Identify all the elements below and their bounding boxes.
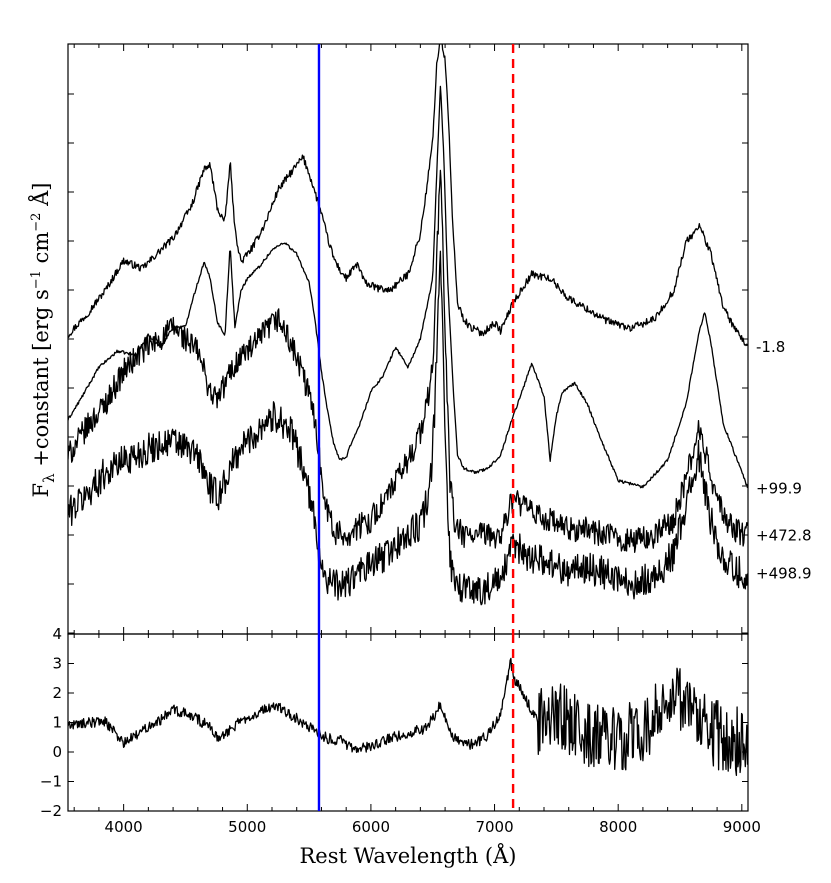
- epoch-label: -1.8: [756, 338, 785, 356]
- y-tick-label: 4: [52, 625, 62, 643]
- residual-spectrum-line: [68, 657, 748, 777]
- y-tick-label: 3: [52, 655, 62, 673]
- x-tick-label: 7000: [475, 818, 513, 836]
- y-tick-label: 2: [52, 684, 62, 702]
- y-axis-title-exp2: −2: [29, 213, 44, 232]
- bottom-panel-spectrum: [68, 657, 748, 777]
- y-tick-label: −2: [40, 802, 62, 820]
- y-axis-title-end: Å]: [28, 183, 53, 213]
- x-tick-label: 9000: [723, 818, 761, 836]
- x-tick-label: 6000: [352, 818, 390, 836]
- y-axis-title-main: F: [29, 483, 53, 498]
- spectrum-line-1: [68, 44, 748, 347]
- spectrum-line-2: [68, 85, 748, 489]
- spectrum-line-3: [68, 169, 748, 553]
- y-axis-title-mid: cm: [29, 232, 53, 270]
- y-tick-label: −1: [40, 773, 62, 791]
- top-panel-reference-lines: [317, 44, 515, 634]
- epoch-label: +472.8: [756, 526, 812, 544]
- y-tick-labels: 4 3 2 1 0 −1 −2: [40, 625, 62, 820]
- axis-ticks: [68, 44, 748, 812]
- y-axis-title-exp1: −1: [29, 270, 44, 289]
- x-axis-title: Rest Wavelength (Å): [299, 843, 516, 868]
- epoch-labels: -1.8 +99.9 +472.8 +498.9: [756, 338, 812, 582]
- x-tick-label: 8000: [599, 818, 637, 836]
- y-tick-label: 0: [52, 743, 62, 761]
- bottom-panel-reference-lines: [317, 634, 515, 811]
- x-tick-label: 4000: [105, 818, 143, 836]
- epoch-label: +498.9: [756, 564, 812, 582]
- y-axis-title-rest: +constant [erg s: [29, 289, 53, 473]
- y-axis-title: Fλ +constant [erg s−1 cm−2 Å]: [28, 183, 58, 498]
- top-panel-spectra: [68, 44, 748, 606]
- epoch-label: +99.9: [756, 480, 802, 498]
- x-tick-label: 5000: [228, 818, 266, 836]
- x-tick-labels: 4000 5000 6000 7000 8000 9000: [105, 818, 761, 836]
- y-tick-label: 1: [52, 714, 62, 732]
- y-axis-title-sub: λ: [40, 473, 58, 483]
- spectrum-line-4: [68, 250, 748, 606]
